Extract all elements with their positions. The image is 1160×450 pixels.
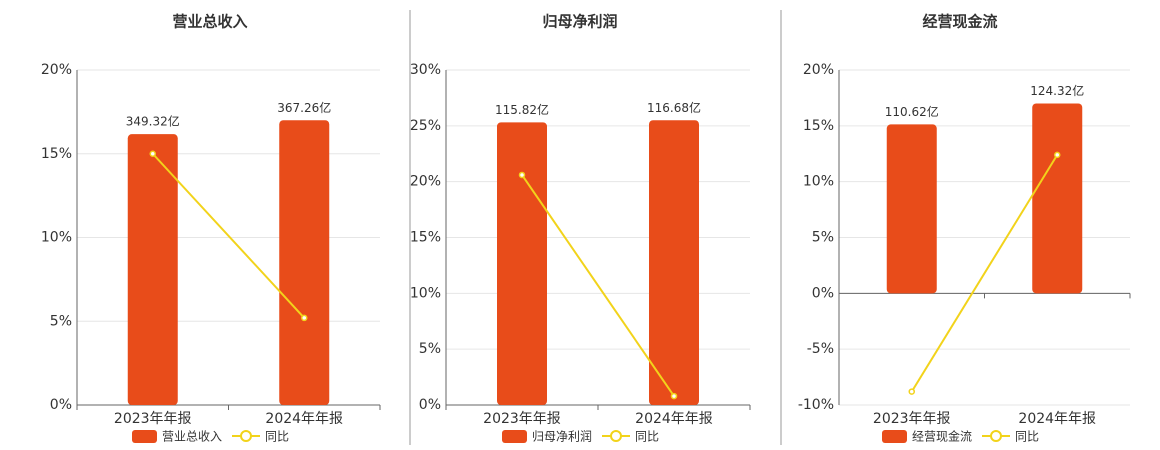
y-tick-label: 0%	[812, 285, 834, 301]
legend-swatch	[132, 430, 157, 443]
point	[149, 150, 156, 157]
legend-label: 经营现金流	[912, 429, 972, 444]
x-tick-label: 2023年年报	[873, 411, 951, 427]
chart-title: 归母净利润	[542, 13, 617, 31]
y-tick-label: 25%	[410, 118, 441, 134]
x-tick-label: 2024年年报	[635, 411, 713, 427]
bar	[1032, 103, 1083, 294]
y-tick-label: 15%	[410, 230, 441, 246]
legend-swatch	[502, 430, 527, 443]
line	[521, 174, 675, 397]
chart-title: 营业总收入	[172, 13, 247, 31]
bar	[649, 120, 699, 405]
bar	[127, 134, 178, 405]
x-tick-label: 2023年年报	[114, 411, 192, 427]
value-label: 110.62亿	[885, 104, 939, 119]
x-tick-label: 2023年年报	[483, 411, 561, 427]
legend-label: 归母净利润	[532, 430, 592, 444]
y-tick-label: 20%	[803, 62, 834, 78]
line	[152, 153, 305, 319]
value-label: 349.32亿	[126, 114, 180, 129]
bar	[497, 122, 547, 405]
y-tick-label: -10%	[798, 397, 834, 413]
point	[301, 314, 308, 322]
y-tick-label: 5%	[50, 313, 72, 329]
legend-swatch	[882, 430, 907, 443]
bar	[279, 120, 330, 405]
y-tick-label: -5%	[807, 341, 834, 357]
legend-marker	[990, 430, 1002, 442]
y-tick-label: 15%	[803, 118, 834, 134]
y-tick-label: 5%	[419, 341, 441, 357]
value-label: 115.82亿	[495, 102, 549, 117]
point	[518, 171, 526, 179]
chart-title: 经营现金流	[922, 13, 997, 31]
y-tick-label: 20%	[410, 174, 441, 190]
y-tick-label: 15%	[41, 146, 72, 162]
legend-label: 同比	[1015, 430, 1039, 444]
y-tick-label: 10%	[803, 174, 834, 190]
value-label: 367.26亿	[277, 100, 331, 115]
point	[1054, 151, 1061, 159]
legend-marker	[240, 430, 252, 442]
line	[910, 154, 1059, 393]
y-tick-label: 0%	[50, 397, 72, 413]
y-tick-label: 0%	[419, 397, 441, 413]
y-tick-label: 5%	[812, 230, 834, 246]
legend-marker	[610, 430, 622, 442]
point	[670, 392, 678, 400]
value-label: 116.68亿	[647, 100, 701, 115]
legend-label: 同比	[265, 430, 289, 444]
value-label: 124.32亿	[1030, 83, 1084, 98]
legend-label: 同比	[635, 430, 659, 444]
bar	[886, 124, 937, 294]
y-tick-label: 20%	[41, 62, 72, 78]
point	[908, 388, 915, 395]
x-tick-label: 2024年年报	[265, 411, 343, 427]
y-tick-label: 30%	[410, 62, 441, 78]
legend-label: 营业总收入	[162, 430, 222, 444]
y-tick-label: 10%	[41, 230, 72, 246]
x-tick-label: 2024年年报	[1018, 411, 1096, 427]
y-tick-label: 10%	[410, 285, 441, 301]
